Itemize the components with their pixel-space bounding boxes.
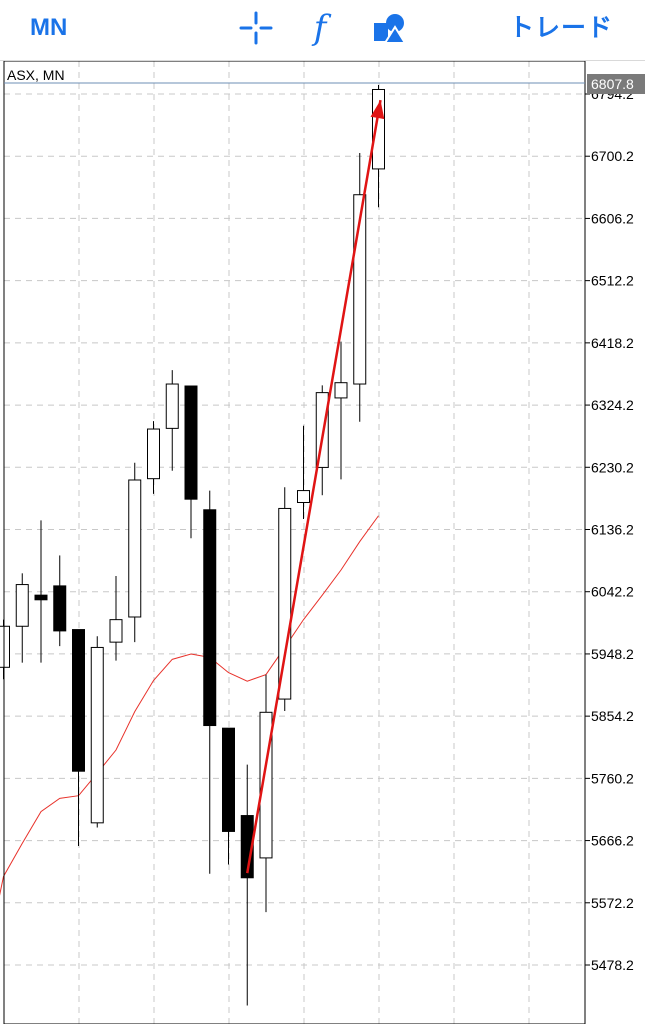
candle-body-1 <box>15 584 29 627</box>
y-tick-label-12: 5666.2 <box>591 833 634 849</box>
y-tick-label-1: 6700.2 <box>591 148 634 164</box>
candle-body-0 <box>0 625 10 668</box>
candle-7 <box>128 462 142 643</box>
candle-11 <box>203 490 217 874</box>
candle-body-18 <box>334 382 348 399</box>
y-tick-label-5: 6324.2 <box>591 397 634 413</box>
candle-16 <box>297 425 310 520</box>
y-tick-label-14: 5478.2 <box>591 957 634 973</box>
toolbar: MN f トレード <box>0 0 645 61</box>
current-price-label: 6807.8 <box>591 76 634 92</box>
candle-6 <box>109 575 123 661</box>
y-tick-label-6: 6230.2 <box>591 459 634 475</box>
candle-body-10 <box>184 385 198 500</box>
candle-body-8 <box>147 428 160 480</box>
function-icon[interactable]: f <box>313 8 327 48</box>
candle-body-2 <box>34 594 48 601</box>
candle-15 <box>278 487 292 711</box>
y-tick-label-13: 5572.2 <box>591 895 634 911</box>
candle-body-16 <box>297 490 310 503</box>
candle-10 <box>184 385 198 539</box>
y-tick-label-3: 6512.2 <box>591 273 634 289</box>
timeframe-button[interactable]: MN <box>30 14 68 41</box>
candles-layer <box>0 84 385 1006</box>
candle-9 <box>165 370 179 471</box>
candle-5 <box>90 636 104 828</box>
candle-body-9 <box>165 383 179 429</box>
trendline <box>246 99 385 874</box>
candle-2 <box>34 520 48 663</box>
trade-button[interactable]: トレード <box>508 14 613 42</box>
current-price-box <box>587 74 645 94</box>
candle-body-12 <box>222 727 235 832</box>
y-tick-label-8: 6042.2 <box>591 584 634 600</box>
y-tick-label-2: 6606.2 <box>591 210 634 226</box>
candle-4 <box>72 629 85 846</box>
trendline-line <box>246 99 382 874</box>
candle-1 <box>15 573 29 663</box>
plot-border <box>3 60 586 1025</box>
chart-grid <box>4 61 585 1024</box>
moving-average-line <box>0 515 379 896</box>
candle-0 <box>0 619 10 680</box>
y-tick-label-7: 6136.2 <box>591 522 634 538</box>
moving-average-polyline <box>0 515 379 896</box>
candle-8 <box>147 421 160 494</box>
symbol-label: ASX, MN <box>7 67 65 83</box>
candle-3 <box>53 555 67 647</box>
candle-body-7 <box>128 479 142 618</box>
trendline-arrowhead <box>370 100 385 120</box>
chart-area[interactable]: 6794.26700.26606.26512.26418.26324.26230… <box>0 60 645 1025</box>
shapes-icon[interactable] <box>368 8 412 48</box>
price-chart: 6794.26700.26606.26512.26418.26324.26230… <box>0 60 645 1025</box>
candle-12 <box>222 727 235 865</box>
candle-body-5 <box>90 646 104 824</box>
y-tick-label-4: 6418.2 <box>591 335 634 351</box>
candle-body-3 <box>53 585 67 632</box>
candle-18 <box>334 341 348 480</box>
y-tick-label-9: 5948.2 <box>591 646 634 662</box>
crosshair-icon[interactable] <box>236 8 276 48</box>
y-axis: 6794.26700.26606.26512.26418.26324.26230… <box>585 86 634 973</box>
y-tick-label-10: 5854.2 <box>591 708 634 724</box>
candle-body-4 <box>72 629 85 772</box>
candle-body-15 <box>278 507 292 700</box>
candle-body-11 <box>203 509 217 727</box>
y-tick-label-11: 5760.2 <box>591 770 634 786</box>
candle-20 <box>372 84 385 208</box>
candle-13 <box>240 764 254 1006</box>
candle-body-6 <box>109 619 123 643</box>
